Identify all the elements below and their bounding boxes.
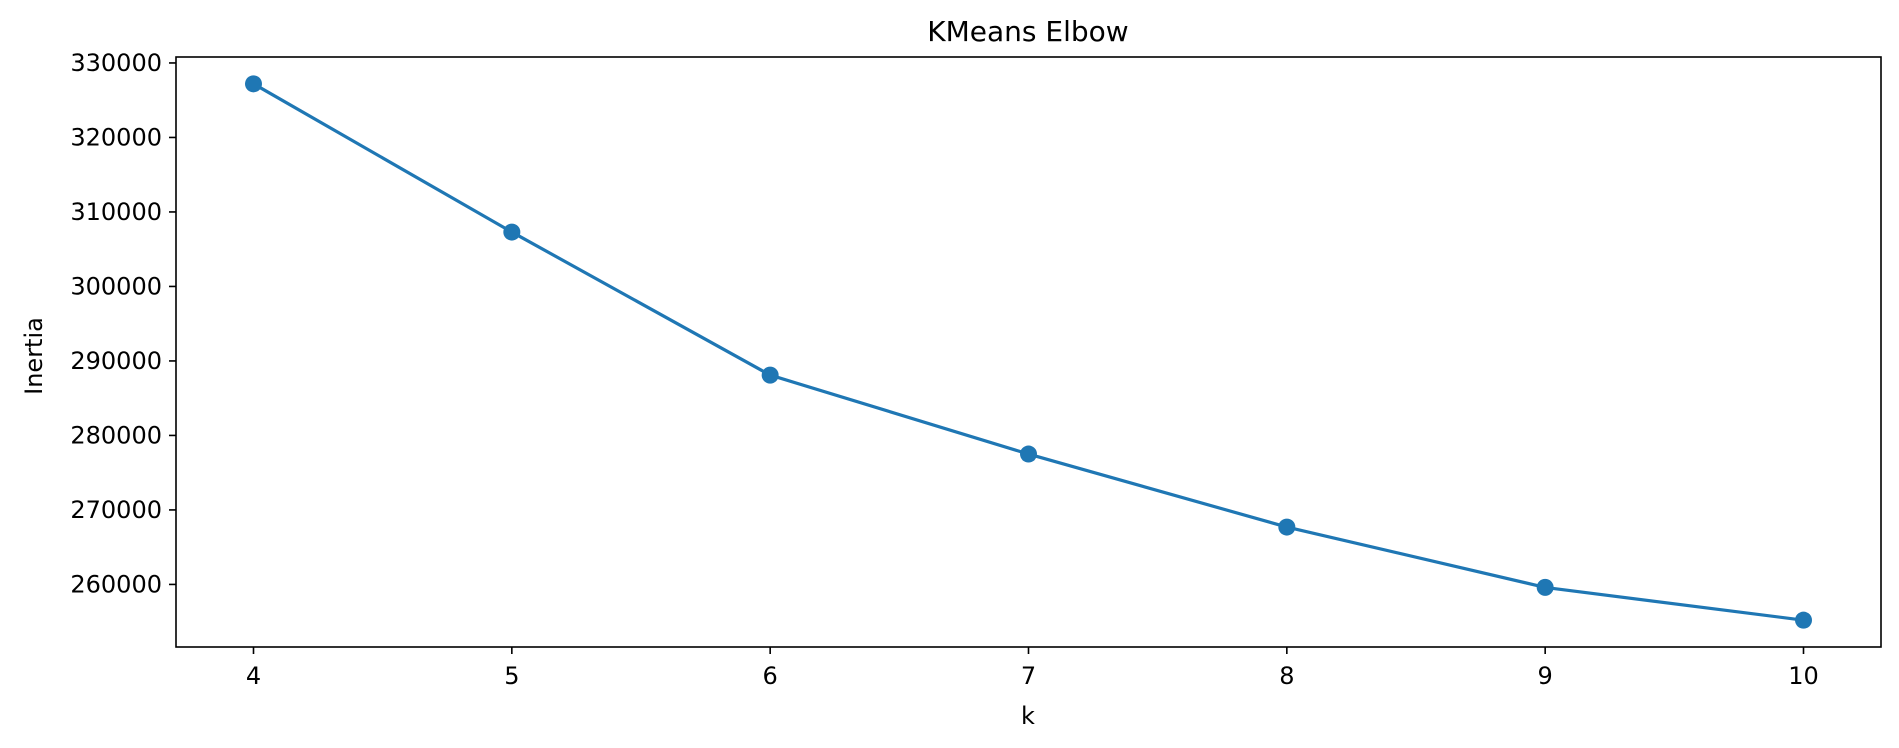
plot-frame [175,56,1882,648]
data-point [503,223,521,241]
x-axis-label: k [1021,702,1035,730]
chart-title: KMeans Elbow [927,15,1128,48]
data-point [1795,611,1812,629]
x-tick-label: 7 [1021,662,1036,690]
data-point [1278,518,1296,536]
y-tick-label: 280000 [70,421,162,449]
data-point [1020,445,1037,463]
x-tick-label: 10 [1788,662,1819,690]
y-tick-label: 330000 [70,49,162,77]
plot-area [175,56,1882,648]
data-point [761,366,779,384]
x-tick-label: 9 [1538,662,1553,690]
y-tick-label: 290000 [70,347,162,375]
y-tick-label: 320000 [70,123,162,151]
y-axis-label: Inertia [20,317,48,395]
x-tick-label: 5 [504,662,519,690]
y-axis-ticks: 260000 270000 280000 290000 300000 310000 3200… [70,49,176,598]
series-group [245,75,1812,629]
x-tick-label: 6 [763,662,778,690]
x-tick-label: 8 [1279,662,1294,690]
y-tick-label: 310000 [70,198,162,226]
y-tick-label: 300000 [70,272,162,300]
series-line [252,82,1804,622]
x-tick-label: 4 [246,662,261,690]
data-point [245,75,262,93]
y-tick-label: 270000 [70,496,162,524]
x-axis-ticks: 4 5 6 7 8 9 10 [246,647,1819,690]
y-tick-label: 260000 [70,570,162,598]
data-point [1536,578,1554,596]
